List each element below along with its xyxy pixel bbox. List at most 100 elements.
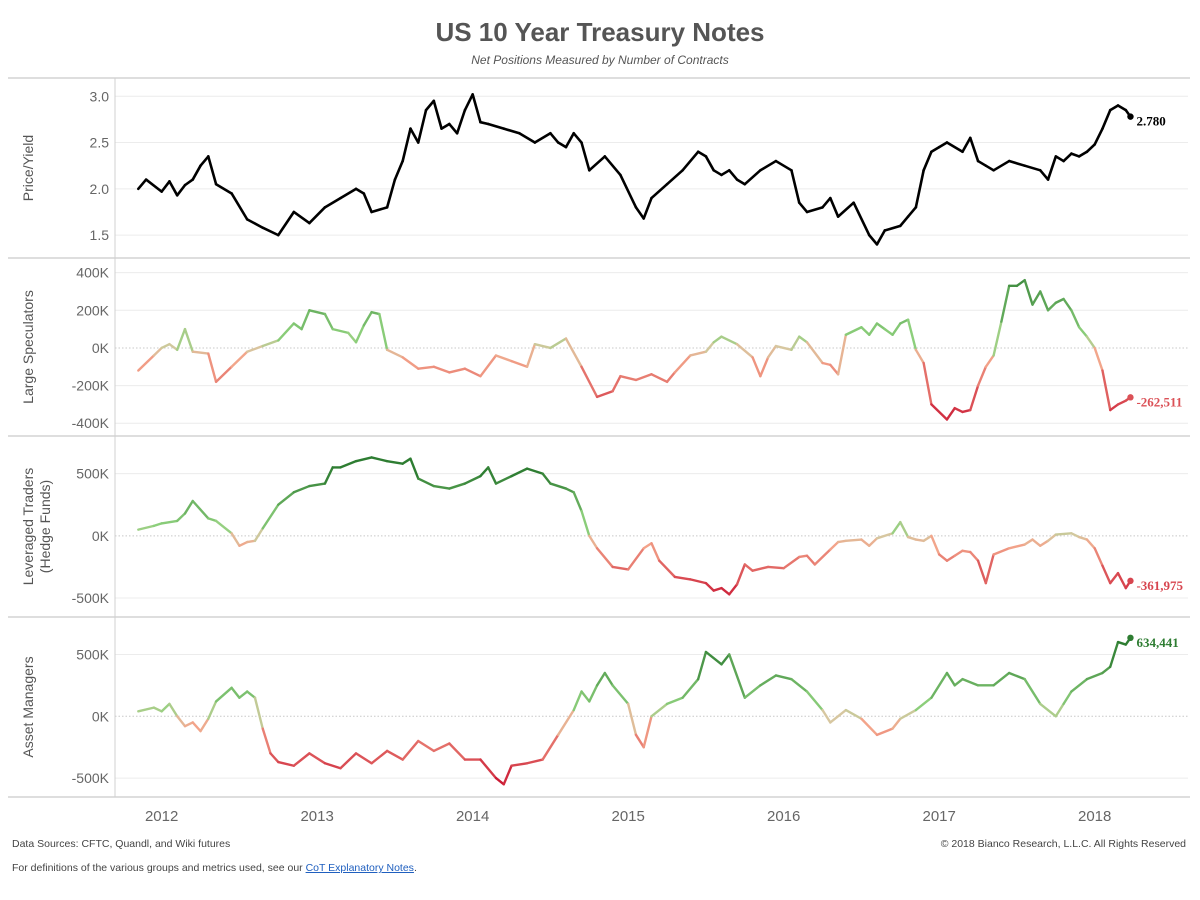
series-segment [1062,297,1073,312]
series-segment [1070,152,1081,158]
series-segment [852,201,871,237]
series-segment [759,356,770,378]
series-segment [868,322,879,336]
series-segment [385,348,404,359]
series-segment [1116,399,1127,406]
y-tick-label: 0K [92,708,110,724]
series-segment [720,653,731,666]
series-segment [339,187,358,200]
series-segment [790,677,809,693]
y-tick-label: 0K [92,340,110,356]
series-segment [759,674,778,687]
end-value-label: 634,441 [1136,635,1178,650]
series-segment [370,206,389,214]
series-segment [292,322,303,331]
series-segment [961,136,972,154]
series-segment [1062,152,1073,163]
series-segment [774,344,793,352]
series-segment [1116,104,1128,112]
series-segment [409,457,420,480]
series-segment [533,131,552,144]
series-segment [448,742,467,761]
series-segment [1039,539,1050,547]
series-segment [844,538,863,543]
series-segment [1023,164,1042,172]
series-segment [1054,702,1065,718]
series-segment [595,671,607,687]
series-segment [277,760,296,767]
series-segment [611,374,622,393]
y-tick-label: 400K [76,265,109,281]
series-segment [580,365,599,399]
series-segment [1116,571,1127,590]
series-segment [875,229,887,246]
y-tick-label: -500K [72,770,110,786]
series-segment [385,178,397,209]
y-tick-label: 3.0 [90,88,110,104]
series-segment [766,344,778,359]
series-segment [798,554,809,559]
series-segment [323,196,342,209]
series-segment [658,559,677,579]
end-point-marker [1127,634,1134,642]
series-segment [1077,150,1089,158]
series-segment [1077,535,1089,541]
chart-title: US 10 Year Treasury Notes [435,17,765,47]
series-segment [634,733,645,749]
series-segment [245,539,257,544]
series-segment [191,499,210,520]
series-segment [160,519,179,525]
series-segment [362,310,373,327]
series-segment [168,342,179,352]
series-segment [354,456,373,463]
series-segment [650,373,669,384]
series-segment [331,327,350,335]
series-segment [409,127,420,144]
series-segment [168,180,179,197]
series-segment [1062,690,1073,706]
series-segment [766,565,785,570]
series-segment [261,503,280,530]
series-segment [883,327,894,336]
series-segment [176,715,187,728]
series-segment [899,215,910,228]
series-segment [370,456,389,463]
x-tick-label: 2015 [611,808,644,825]
series-segment [354,752,373,765]
series-segment [836,333,848,376]
series-segment [370,749,389,765]
series-segment [642,196,653,220]
series-segment [245,344,264,353]
series-segment [277,322,296,342]
series-segment [961,408,972,414]
series-segment [183,327,194,353]
series-segment [207,517,218,523]
series-segment [463,367,482,378]
cot-explanatory-notes-link[interactable]: CoT Explanatory Notes [305,862,414,874]
end-value-label: -262,511 [1136,394,1182,409]
series-segment [969,550,980,562]
series-segment [906,318,918,352]
series-segment [1085,143,1096,154]
series-segment [440,122,451,130]
series-segment [968,136,980,163]
series-segment [922,150,933,172]
series-segment [253,527,264,543]
series-segment [735,178,747,186]
series-segment [735,563,747,586]
series-segment [1093,346,1104,372]
series-segment [969,384,980,412]
series-segment [650,542,661,562]
series-segment [486,122,506,130]
series-segment [704,581,715,592]
series-segment [587,155,607,172]
series-segment [626,702,638,737]
series-segment [712,586,723,592]
series-segment [673,354,692,374]
end-point-marker [1127,113,1134,120]
series-segment [214,519,233,535]
series-segment [214,686,233,703]
series-segment [743,169,762,186]
series-segment [976,559,988,585]
series-segment [191,350,210,355]
